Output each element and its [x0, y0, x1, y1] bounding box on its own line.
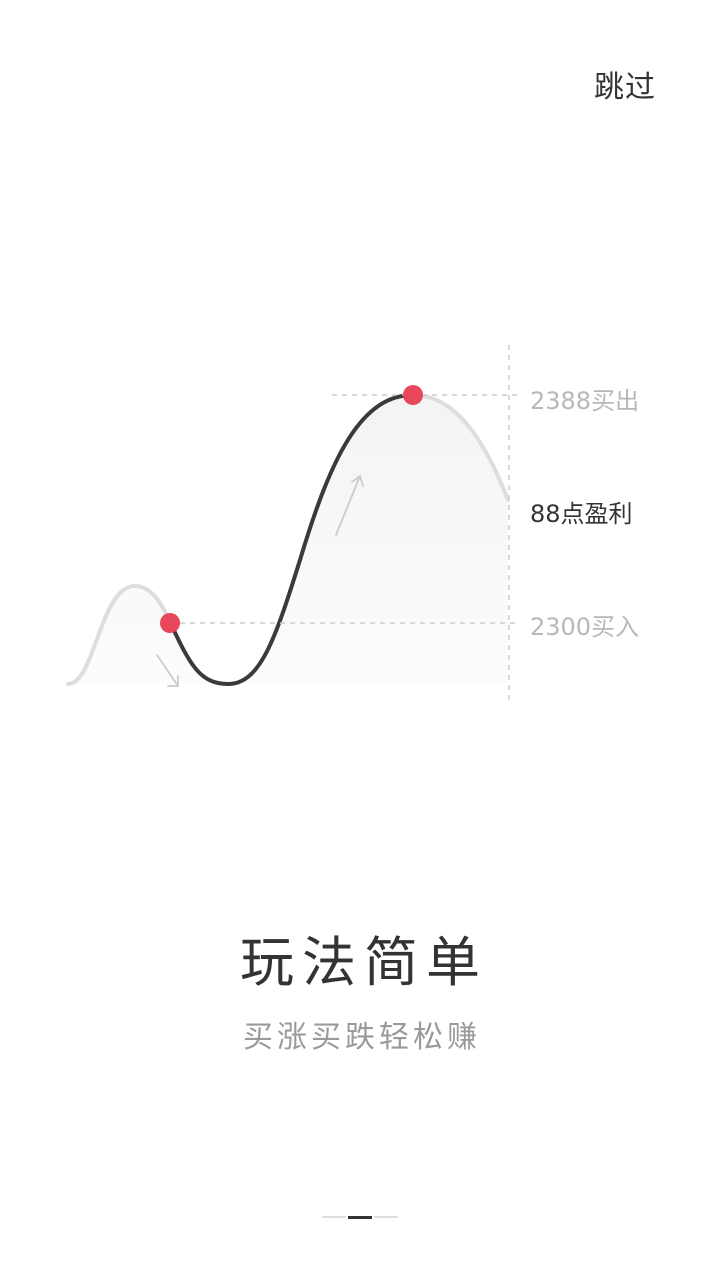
skip-button[interactable]: 跳过 [594, 70, 656, 105]
page-indicator [322, 1216, 398, 1219]
up-arrow-icon [335, 474, 364, 536]
sell-point-dot [403, 385, 423, 405]
page-indicator-dot-active[interactable] [348, 1216, 372, 1219]
page-title: 玩法简单 [240, 931, 488, 994]
curve-area-fill [68, 395, 508, 684]
price-curve-illustration [66, 345, 520, 700]
page-indicator-dot[interactable] [322, 1216, 346, 1218]
sell-price-label: 2388买出 [530, 387, 640, 415]
buy-price-label: 2300买入 [530, 613, 640, 641]
faded-curve-left [66, 583, 172, 686]
page-subtitle: 买涨买跌轻松赚 [243, 1020, 481, 1055]
profit-label: 88点盈利 [530, 500, 633, 528]
down-arrow-icon [156, 654, 179, 687]
main-price-curve [168, 393, 415, 687]
buy-point-dot [160, 613, 180, 633]
page-indicator-dot[interactable] [374, 1216, 398, 1218]
faded-curve-right [411, 393, 510, 502]
